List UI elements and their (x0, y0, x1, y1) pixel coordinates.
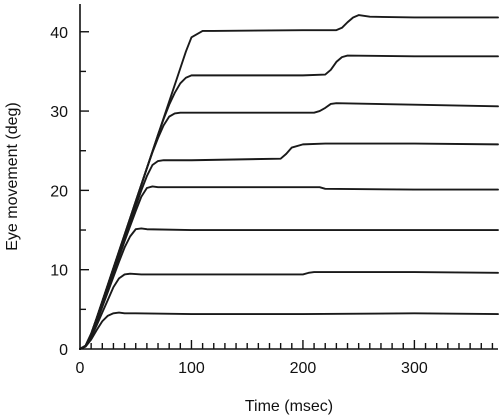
axes (79, 4, 498, 350)
tick-labels: 0 100 200 300 0 10 20 30 40 (50, 25, 428, 377)
trace-line-5 (79, 142, 499, 350)
y-tick-label: 40 (50, 25, 68, 42)
y-tick-label: 20 (50, 183, 68, 200)
trace-line-1 (79, 311, 499, 350)
trace-line-2 (79, 271, 499, 350)
trace-line-7 (79, 54, 499, 350)
y-tick-label: 0 (59, 342, 68, 359)
x-tick-label: 200 (290, 360, 317, 377)
x-tick-label: 300 (401, 360, 428, 377)
trace-line-6 (79, 102, 499, 350)
plot-traces (79, 14, 499, 350)
trace-line-8 (79, 14, 499, 350)
trace-line-3 (79, 227, 499, 350)
y-axis-title: Eye movement (deg) (4, 102, 21, 251)
x-tick-label: 100 (178, 360, 205, 377)
y-tick-label: 10 (50, 263, 68, 280)
x-axis-title: Time (msec) (245, 398, 333, 415)
x-tick-label: 0 (76, 360, 85, 377)
trace-line-4 (79, 185, 499, 350)
y-tick-label: 30 (50, 104, 68, 121)
